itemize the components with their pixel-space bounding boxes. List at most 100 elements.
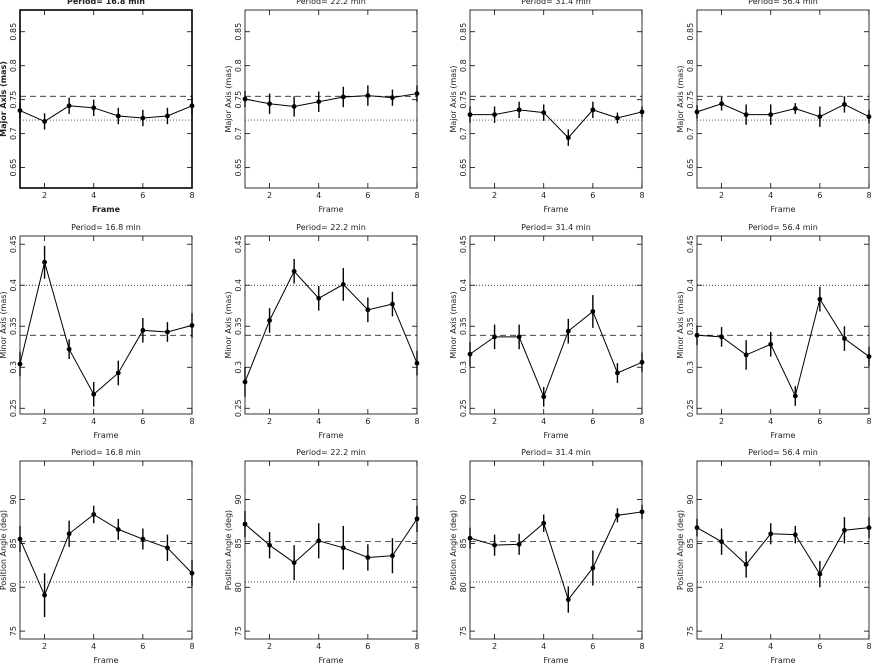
panel-title: Period= 31.4 min [521,0,591,6]
data-point [140,536,146,542]
y-tick-label: 0.45 [459,235,468,253]
data-point [340,281,346,287]
y-tick-label: 0.65 [459,159,468,177]
x-tick-label: 2 [42,191,47,200]
data-point [541,394,547,400]
x-tick-label: 4 [91,417,96,426]
panel-title: Period= 31.4 min [521,223,591,232]
data-point [165,545,170,551]
plot-frame [469,460,643,640]
data-point [291,560,297,566]
data-point [615,370,620,376]
y-tick-label: 0.3 [234,361,243,374]
data-point [743,352,749,358]
series-line [696,297,870,398]
panel: Period= 22.2 min Frame Minor Axis (mas) 2 4 6… [224,223,420,440]
panel: Period= 31.4 min Frame Minor Axis (mas) 2 4 6… [449,223,645,440]
data-point [66,531,72,537]
y-tick-label: 85 [459,538,468,548]
y-tick-label: 0.85 [686,23,695,41]
x-tick-label: 6 [590,417,595,426]
data-point [541,520,547,526]
data-point [639,359,645,365]
x-tick-label: 4 [541,642,546,651]
panel-title: Period= 22.2 min [296,223,366,232]
plot-frame [469,235,643,415]
y-axis-label: Position Angle (deg) [676,510,685,590]
x-tick-label: 8 [414,642,419,651]
panel: Period= 56.4 min Frame Minor Axis (mas) 2 4 6… [676,223,872,440]
x-tick-label: 4 [768,191,773,200]
data-point [291,268,297,274]
y-tick-label: 0.7 [459,127,468,140]
data-point [467,535,473,541]
data-point [768,531,774,537]
x-tick-label: 2 [42,417,47,426]
data-point [267,101,272,107]
x-tick-label: 6 [140,642,145,651]
x-tick-label: 4 [541,191,546,200]
y-tick-label: 75 [234,626,243,636]
data-point [694,109,700,115]
data-point [316,99,322,105]
data-point [817,296,823,302]
y-axis-label: Major Axis (mas) [449,66,458,133]
y-tick-label: 0.35 [686,317,695,335]
y-tick-label: 0.65 [234,159,243,177]
x-axis-label: Frame [319,205,344,214]
y-tick-label: 0.7 [9,127,18,140]
data-point [615,512,620,518]
y-tick-label: 85 [234,538,243,548]
x-tick-label: 8 [189,417,194,426]
data-point [565,328,571,334]
panel-title: Period= 56.4 min [748,448,818,457]
y-tick-label: 0.65 [686,159,695,177]
data-point [115,370,121,376]
data-point [467,351,473,357]
x-tick-label: 8 [414,191,419,200]
plot-frame [19,460,193,640]
data-point [242,379,248,385]
y-tick-label: 0.85 [234,23,243,41]
data-point [719,539,724,545]
y-tick-label: 0.85 [9,23,18,41]
data-point [242,96,248,102]
data-point [719,101,724,107]
data-point [694,525,700,531]
panel: Period= 56.4 min Frame Position Angle (deg… [676,448,872,664]
x-tick-label: 2 [492,191,497,200]
x-tick-label: 4 [91,191,96,200]
panel: Period= 22.2 min Frame Position Angle (deg… [224,448,420,664]
x-tick-label: 6 [590,191,595,200]
y-tick-label: 90 [459,494,468,504]
data-point [516,541,522,547]
y-tick-label: 0.8 [9,59,18,72]
data-point [817,114,823,120]
y-tick-label: 0.75 [9,91,18,109]
x-tick-label: 8 [639,191,644,200]
x-axis-label: Frame [544,656,569,664]
x-tick-label: 4 [541,417,546,426]
plot-frame [469,9,643,189]
y-tick-label: 0.85 [459,23,468,41]
x-tick-label: 2 [719,191,724,200]
y-axis-label: Position Angle (deg) [449,510,458,590]
y-tick-label: 80 [686,582,695,592]
y-axis-label: Major Axis (mas) [224,66,233,133]
x-axis-label: Frame [94,656,119,664]
x-tick-label: 2 [267,417,272,426]
data-point [165,113,170,119]
data-point [189,103,195,109]
x-tick-label: 8 [414,417,419,426]
data-point [743,562,749,567]
data-point [866,525,872,531]
x-axis-label: Frame [544,431,569,440]
y-axis-label: Minor Axis (mas) [0,291,8,358]
y-tick-label: 0.75 [459,91,468,109]
data-point [91,105,97,111]
data-point [590,309,596,314]
x-axis-label: Frame [94,431,119,440]
y-tick-label: 80 [459,582,468,592]
y-axis-label: Position Angle (deg) [224,510,233,590]
